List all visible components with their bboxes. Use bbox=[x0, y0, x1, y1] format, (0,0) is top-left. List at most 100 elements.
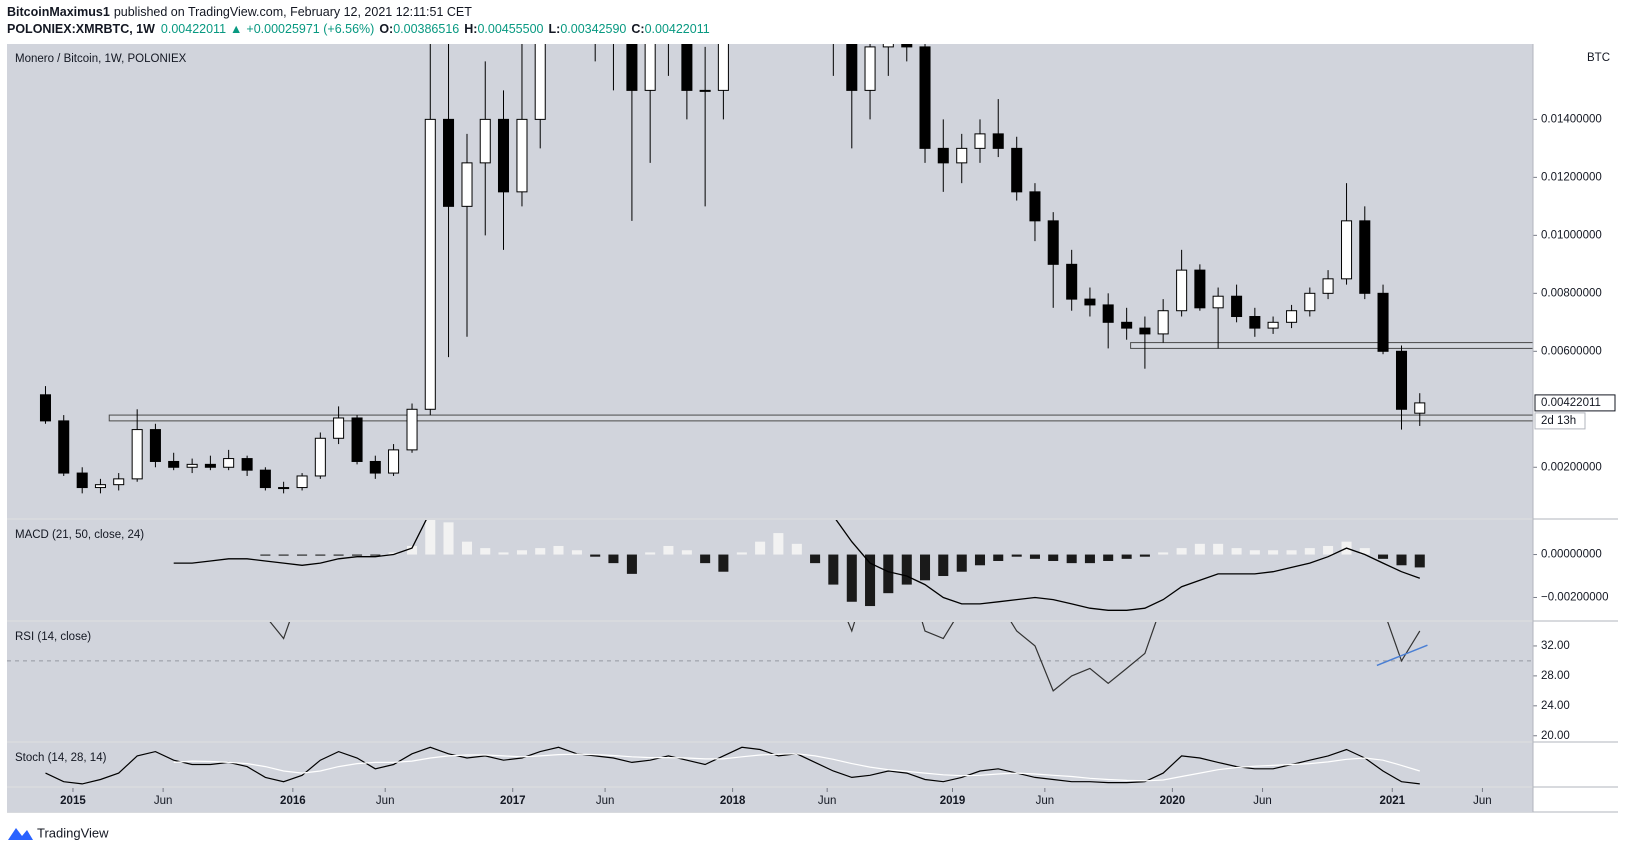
macd-histogram-bar bbox=[956, 554, 967, 572]
macd-histogram-bar bbox=[1231, 548, 1242, 555]
macd-histogram-bar bbox=[553, 545, 564, 555]
panel: RSI (14, close) bbox=[7, 622, 1533, 692]
ohlc-value: 0.00342590 bbox=[560, 22, 626, 36]
y-tick-label: 0.00200000 bbox=[1541, 461, 1602, 473]
countdown-box bbox=[1534, 412, 1586, 430]
macd-histogram-bar bbox=[516, 550, 527, 555]
candle-body bbox=[681, 44, 693, 91]
candle-body bbox=[223, 458, 235, 468]
candle-body bbox=[369, 460, 381, 474]
header-line: BitcoinMaximus1 published on TradingView.… bbox=[7, 5, 472, 19]
macd-histogram-bar bbox=[901, 554, 912, 585]
support-zone bbox=[108, 414, 1533, 422]
footer-brand: TradingView bbox=[37, 825, 109, 840]
x-tick-label: Jun bbox=[596, 795, 615, 807]
candle-body bbox=[131, 429, 143, 480]
y-tick-label: 28.00 bbox=[1541, 670, 1570, 682]
macd-histogram-bar bbox=[1249, 550, 1260, 555]
macd-histogram-bar bbox=[1103, 554, 1114, 561]
macd-histogram-bar bbox=[1414, 554, 1425, 568]
candle-body bbox=[76, 472, 88, 489]
macd-histogram-bar bbox=[1304, 548, 1315, 555]
published: published on TradingView.com, February 1… bbox=[114, 5, 472, 19]
macd-histogram-bar bbox=[278, 554, 289, 556]
candle-body bbox=[1249, 316, 1261, 329]
ohlc-label: O: bbox=[379, 22, 393, 36]
candle-body bbox=[204, 463, 216, 468]
macd-histogram-bar bbox=[810, 554, 821, 564]
arrow: ▲ bbox=[230, 22, 242, 36]
y-tick-label: 32.00 bbox=[1541, 640, 1570, 652]
panel-background bbox=[7, 520, 1533, 620]
candle-body bbox=[296, 475, 308, 489]
macd-histogram-bar bbox=[333, 554, 344, 556]
macd-histogram-bar bbox=[1378, 554, 1389, 559]
candle-body bbox=[424, 118, 436, 410]
macd-histogram-bar bbox=[1158, 552, 1169, 555]
support-zone bbox=[1130, 342, 1533, 349]
last-price-label: 0.00422011 bbox=[1541, 397, 1601, 409]
change: +0.00025971 (+6.56%) bbox=[246, 22, 374, 36]
candle-body bbox=[1212, 295, 1224, 309]
macd-histogram-bar bbox=[1048, 554, 1059, 561]
x-tick-label: 2016 bbox=[280, 795, 306, 807]
macd-histogram-bar bbox=[1268, 550, 1279, 555]
candle-body bbox=[1231, 295, 1243, 318]
candle-body bbox=[461, 162, 473, 207]
candle-body bbox=[1084, 298, 1096, 306]
x-tick-label: Jun bbox=[1253, 795, 1272, 807]
macd-histogram-bar bbox=[1286, 550, 1297, 555]
ohlc-value: 0.00422011 bbox=[645, 22, 710, 36]
candle-body bbox=[1414, 402, 1426, 414]
candle-body bbox=[1395, 350, 1408, 410]
candle-body bbox=[1102, 304, 1114, 323]
y-tick-label: 0.01400000 bbox=[1541, 113, 1602, 125]
candle-body bbox=[956, 147, 968, 164]
candle-body bbox=[479, 118, 491, 164]
candle-body bbox=[1029, 191, 1041, 222]
candle-body bbox=[1286, 310, 1298, 323]
candle-body bbox=[1121, 321, 1133, 329]
candle-body bbox=[351, 417, 363, 462]
candle-body bbox=[259, 469, 271, 489]
macd-histogram-bar bbox=[1029, 554, 1040, 559]
macd-histogram-bar bbox=[370, 554, 381, 556]
rsi-line bbox=[269, 622, 1421, 692]
candle-body bbox=[717, 44, 729, 91]
y-tick-label: −0.00200000 bbox=[1541, 591, 1608, 603]
candle-body bbox=[1139, 327, 1151, 335]
candle-body bbox=[1047, 220, 1059, 265]
candle-body bbox=[406, 408, 418, 451]
panel: MACD (21, 50, close, 24) bbox=[15, 520, 1425, 611]
macd-histogram-bar bbox=[1121, 554, 1132, 559]
macd-histogram-bar bbox=[1359, 548, 1370, 555]
y-tick-label: 20.00 bbox=[1541, 730, 1570, 742]
ohlc-value: 0.00455500 bbox=[477, 22, 543, 36]
y-tick-label: 0.01000000 bbox=[1541, 229, 1602, 241]
macd-histogram-bar bbox=[1066, 554, 1077, 564]
x-tick-label: 2015 bbox=[60, 795, 86, 807]
macd-histogram-bar bbox=[535, 548, 546, 555]
x-tick-label: 2017 bbox=[500, 795, 526, 807]
candle-body bbox=[1377, 292, 1389, 352]
candle-body bbox=[882, 44, 894, 48]
x-tick-label: 2021 bbox=[1379, 795, 1405, 807]
panel-title: Monero / Bitcoin, 1W, POLONIEX bbox=[15, 53, 187, 65]
y-tick-label: 24.00 bbox=[1541, 700, 1570, 712]
macd-histogram-bar bbox=[1084, 554, 1095, 564]
candle-body bbox=[443, 118, 455, 207]
panel: Monero / Bitcoin, 1W, POLONIEX bbox=[15, 44, 1533, 494]
candle-body bbox=[333, 417, 345, 439]
candle-body bbox=[314, 437, 326, 477]
ohlc-label: C: bbox=[631, 22, 644, 36]
macd-histogram-bar bbox=[755, 541, 766, 555]
candle-body bbox=[1157, 310, 1169, 335]
x-tick-label: 2019 bbox=[940, 795, 966, 807]
macd-histogram-bar bbox=[461, 541, 473, 555]
macd-histogram-bar bbox=[938, 554, 949, 577]
panel-background bbox=[7, 622, 1533, 741]
macd-histogram-bar bbox=[1323, 545, 1334, 555]
x-tick-label: 2020 bbox=[1160, 795, 1186, 807]
